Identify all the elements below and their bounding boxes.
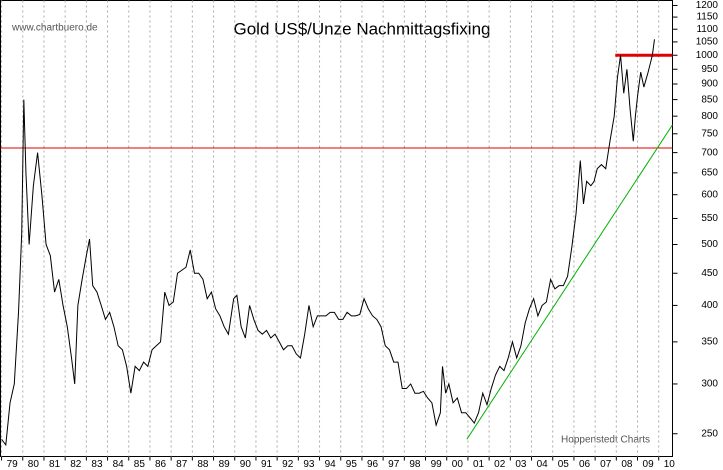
x-tick-label: 95 <box>346 459 358 470</box>
credit: Hoppenstedt Charts <box>561 435 650 446</box>
x-tick-label: 97 <box>388 459 400 470</box>
x-tick-label: 81 <box>49 459 61 470</box>
y-tick-label: 1050 <box>696 37 719 48</box>
y-tick-label: 500 <box>701 239 718 250</box>
y-tick-label: 850 <box>701 94 718 105</box>
x-tick-label: 03 <box>515 459 527 470</box>
x-tick-label: 96 <box>367 459 379 470</box>
x-tick-label: 02 <box>494 459 506 470</box>
x-tick-label: 85 <box>134 459 146 470</box>
x-tick-label: 00 <box>452 459 464 470</box>
y-tick-label: 950 <box>701 64 718 75</box>
plot-frame <box>0 0 673 457</box>
y-tick-label: 1000 <box>696 50 719 61</box>
x-tick-label: 98 <box>409 459 421 470</box>
x-tick-label: 82 <box>70 459 82 470</box>
chart-title: Gold US$/Unze Nachmittagsfixing <box>233 19 490 38</box>
x-tick-label: 86 <box>155 459 167 470</box>
x-tick-label: 90 <box>240 459 252 470</box>
x-tick-label: 79 <box>7 459 19 470</box>
y-tick-label: 400 <box>701 300 718 311</box>
x-tick-label: 07 <box>600 459 612 470</box>
y-tick-label: 550 <box>701 213 718 224</box>
x-tick-label: 80 <box>28 459 40 470</box>
y-tick-label: 1200 <box>696 0 719 11</box>
y-tick-label: 750 <box>701 128 718 139</box>
y-tick-label: 450 <box>701 268 718 279</box>
x-tick-label: 04 <box>537 459 549 470</box>
x-tick-label: 91 <box>261 459 273 470</box>
y-tick-label: 1100 <box>696 24 718 35</box>
x-tick-label: 10 <box>664 459 676 470</box>
x-tick-label: 08 <box>621 459 633 470</box>
y-tick-label: 350 <box>701 337 718 348</box>
y-tick-label: 1150 <box>696 12 718 23</box>
trend-line <box>466 124 673 440</box>
x-tick-label: 05 <box>558 459 570 470</box>
x-tick-label: 89 <box>219 459 231 470</box>
x-tick-label: 84 <box>113 459 125 470</box>
x-tick-label: 87 <box>176 459 188 470</box>
x-tick-label: 92 <box>282 459 294 470</box>
x-tick-label: 83 <box>91 459 103 470</box>
x-tick-label: 99 <box>431 459 443 470</box>
x-tick-label: 06 <box>579 459 591 470</box>
x-tick-label: 09 <box>643 459 655 470</box>
y-tick-label: 650 <box>701 167 718 178</box>
y-tick-label: 900 <box>701 79 718 90</box>
x-tick-label: 94 <box>325 459 337 470</box>
y-tick-label: 700 <box>701 147 718 158</box>
source: www.chartbuero.de <box>11 23 98 34</box>
y-tick-label: 300 <box>701 379 718 390</box>
x-tick-label: 01 <box>473 459 485 470</box>
x-tick-label: 93 <box>303 459 315 470</box>
x-tick-label: 88 <box>197 459 209 470</box>
y-tick-label: 600 <box>701 189 718 200</box>
y-tick-label: 800 <box>701 111 718 122</box>
price-line <box>1 39 655 447</box>
y-tick-label: 250 <box>701 428 718 439</box>
